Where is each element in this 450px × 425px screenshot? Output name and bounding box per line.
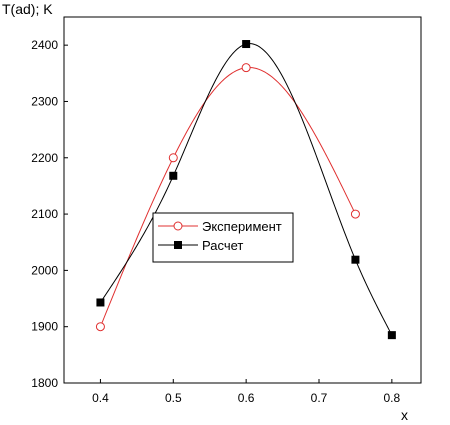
data-point-circle	[95, 322, 105, 332]
y-tick-label: 2200	[31, 151, 58, 165]
y-tick-label: 1900	[31, 320, 58, 334]
legend-marker-experiment	[173, 221, 183, 231]
data-point-circle	[241, 63, 251, 73]
data-point-square	[169, 171, 178, 180]
x-tick-label: 0.5	[165, 391, 182, 405]
legend-box	[152, 212, 294, 263]
x-axis-title: x	[401, 407, 408, 423]
legend-label-experiment: Эксперимент	[202, 219, 282, 234]
series-line-0	[99, 67, 356, 327]
data-point-circle	[350, 209, 360, 219]
series-curves	[99, 43, 393, 336]
legend-marker-calculation	[174, 241, 182, 249]
series-markers	[95, 40, 396, 340]
y-tick-label: 2300	[31, 94, 58, 108]
data-point-square	[96, 298, 105, 307]
x-axis-ticks: 0.4 0.5 0.6 0.7 0.8	[92, 379, 401, 405]
y-tick-label: 2400	[31, 38, 58, 52]
data-point-square	[387, 331, 396, 340]
data-point-square	[242, 40, 251, 49]
x-tick-label: 0.4	[92, 391, 109, 405]
y-tick-label: 2000	[31, 263, 58, 277]
series-line-1	[100, 43, 393, 336]
legend: Эксперимент Расчет	[152, 212, 294, 263]
x-tick-label: 0.8	[384, 391, 401, 405]
plot-frame	[63, 16, 422, 384]
y-tick-label: 2100	[31, 207, 58, 221]
x-tick-label: 0.7	[311, 391, 328, 405]
data-point-square	[351, 255, 360, 264]
y-axis-title: T(ad); K	[2, 1, 53, 17]
legend-label-calculation: Расчет	[202, 238, 243, 253]
y-axis-ticks: 1800 1900 2000 2100 2200 2300 2400	[31, 38, 68, 390]
data-point-circle	[168, 153, 178, 163]
y-tick-label: 1800	[31, 376, 58, 390]
x-tick-label: 0.6	[238, 391, 255, 405]
